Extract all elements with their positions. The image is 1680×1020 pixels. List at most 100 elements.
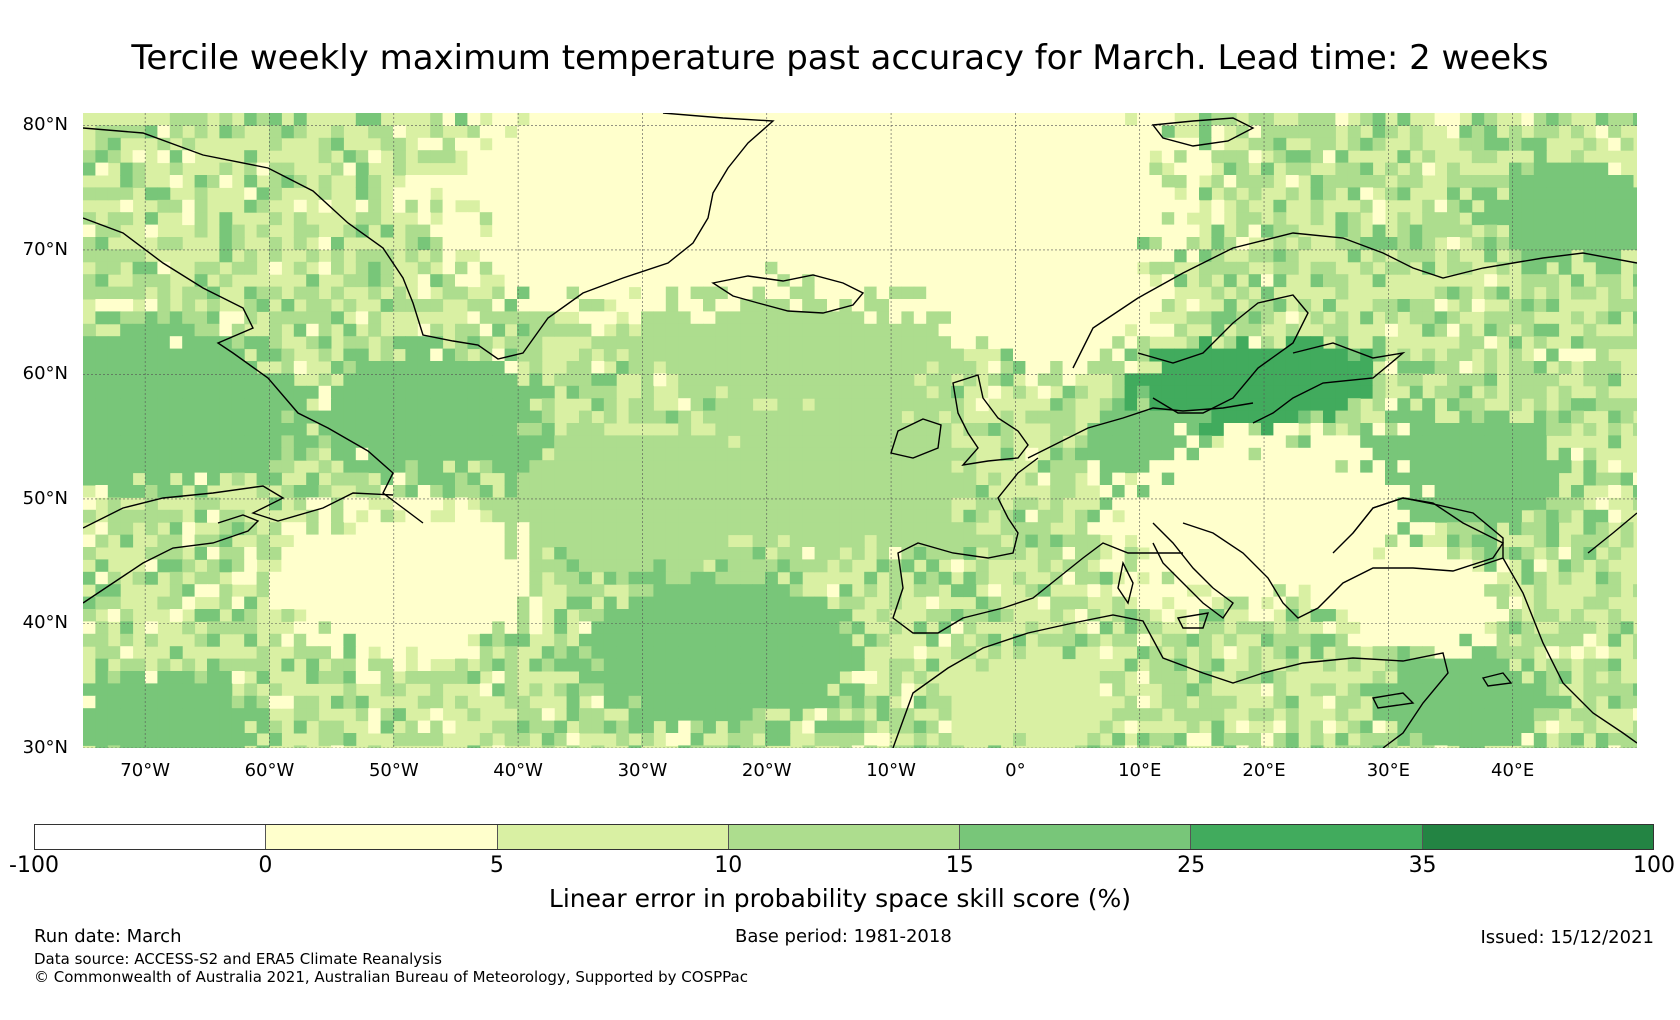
skill-cell	[678, 708, 691, 721]
skill-cell	[715, 671, 728, 684]
skill-cell	[393, 535, 406, 548]
skill-cell	[939, 187, 952, 200]
skill-cell	[1211, 200, 1224, 213]
skill-cell	[1211, 361, 1224, 374]
skill-cell	[1521, 559, 1534, 572]
skill-cell	[1534, 225, 1547, 238]
skill-cell	[1236, 448, 1249, 461]
skill-cell	[1125, 287, 1138, 300]
skill-cell	[170, 460, 183, 473]
skill-cell	[1063, 349, 1076, 362]
skill-cell	[257, 287, 270, 300]
skill-cell	[480, 398, 493, 411]
skill-cell	[1521, 386, 1534, 399]
skill-cell	[1137, 299, 1150, 312]
skill-cell	[356, 646, 369, 659]
skill-cell	[864, 671, 877, 684]
skill-cell	[1236, 745, 1249, 748]
skill-cell	[1013, 336, 1026, 349]
skill-cell	[1360, 547, 1373, 560]
skill-cell	[430, 324, 443, 337]
skill-cell	[852, 150, 865, 163]
skill-cell	[852, 398, 865, 411]
skill-cell	[914, 473, 927, 486]
skill-cell	[1373, 448, 1386, 461]
skill-cell	[963, 572, 976, 585]
skill-cell	[1273, 361, 1286, 374]
skill-cell	[1013, 497, 1026, 510]
skill-cell	[790, 497, 803, 510]
skill-cell	[1484, 435, 1497, 448]
skill-cell	[1385, 559, 1398, 572]
skill-cell	[653, 249, 666, 262]
skill-cell	[591, 497, 604, 510]
skill-cell	[219, 733, 232, 746]
skill-cell	[529, 262, 542, 275]
skill-cell	[281, 311, 294, 324]
skill-cell	[579, 634, 592, 647]
skill-cell	[1546, 696, 1559, 709]
skill-cell	[926, 262, 939, 275]
skill-cell	[455, 225, 468, 238]
skill-cell	[877, 175, 890, 188]
skill-cell	[877, 547, 890, 560]
skill-cell	[1211, 473, 1224, 486]
skill-cell	[1521, 163, 1534, 176]
skill-cell	[306, 485, 319, 498]
skill-cell	[728, 249, 741, 262]
skill-cell	[1422, 547, 1435, 560]
skill-cell	[1174, 683, 1187, 696]
skill-cell	[145, 547, 158, 560]
skill-cell	[914, 200, 927, 213]
skill-cell	[306, 448, 319, 461]
skill-cell	[1497, 597, 1510, 610]
skill-cell	[492, 435, 505, 448]
skill-cell	[604, 349, 617, 362]
skill-cell	[1087, 311, 1100, 324]
skill-cell	[864, 510, 877, 523]
skill-cell	[331, 262, 344, 275]
skill-cell	[393, 609, 406, 622]
skill-cell	[269, 448, 282, 461]
skill-cell	[691, 138, 704, 151]
skill-cell	[579, 349, 592, 362]
skill-cell	[629, 163, 642, 176]
skill-cell	[691, 262, 704, 275]
skill-cell	[1286, 609, 1299, 622]
skill-cell	[381, 361, 394, 374]
skill-cell	[1273, 299, 1286, 312]
skill-cell	[257, 646, 270, 659]
skill-cell	[1038, 324, 1051, 337]
skill-cell	[914, 733, 927, 746]
skill-cell	[715, 435, 728, 448]
skill-cell	[455, 634, 468, 647]
skill-cell	[443, 175, 456, 188]
skill-cell	[715, 200, 728, 213]
skill-cell	[1397, 150, 1410, 163]
skill-cell	[926, 597, 939, 610]
skill-cell	[1013, 212, 1026, 225]
skill-cell	[232, 721, 245, 734]
skill-cell	[1273, 200, 1286, 213]
skill-cell	[207, 559, 220, 572]
skill-cell	[1422, 659, 1435, 672]
skill-cell	[269, 634, 282, 647]
skill-cell	[1360, 597, 1373, 610]
skill-cell	[1459, 225, 1472, 238]
skill-cell	[703, 237, 716, 250]
skill-cell	[567, 683, 580, 696]
skill-cell	[1323, 138, 1336, 151]
skill-cell	[1298, 373, 1311, 386]
skill-cell	[579, 262, 592, 275]
skill-cell	[864, 299, 877, 312]
skill-cell	[195, 175, 208, 188]
skill-cell	[1373, 634, 1386, 647]
skill-cell	[195, 448, 208, 461]
skill-cell	[1546, 659, 1559, 672]
skill-cell	[1534, 448, 1547, 461]
skill-cell	[219, 708, 232, 721]
skill-cell	[455, 497, 468, 510]
skill-cell	[418, 225, 431, 238]
skill-cell	[1360, 497, 1373, 510]
skill-cell	[802, 460, 815, 473]
